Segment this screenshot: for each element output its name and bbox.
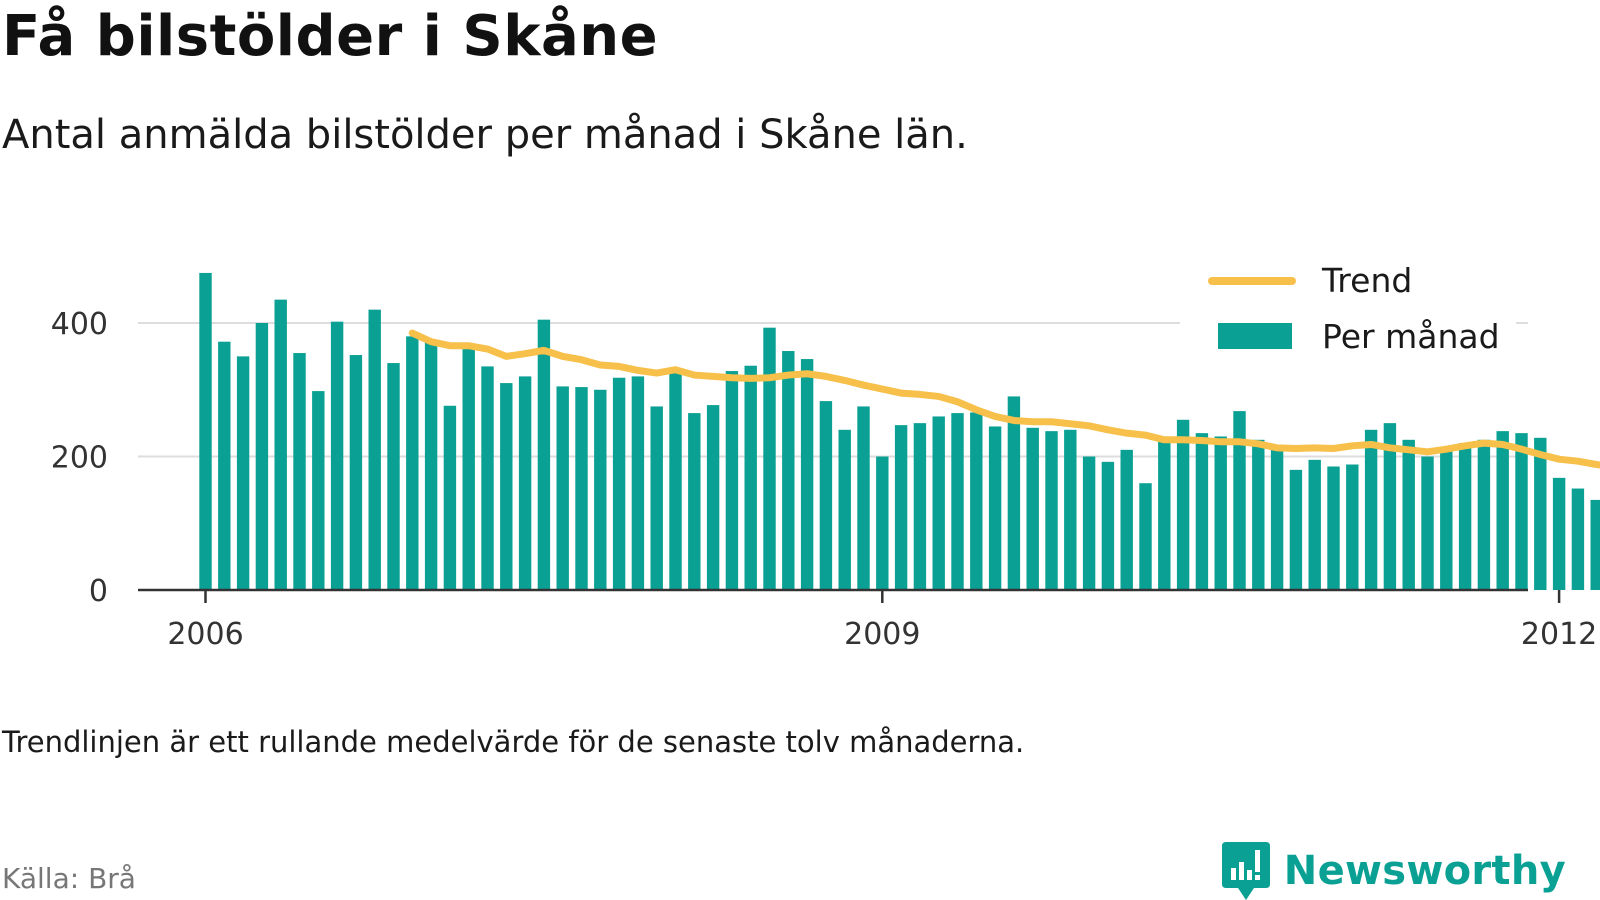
bar xyxy=(1214,436,1227,590)
bar xyxy=(575,387,588,590)
bar xyxy=(1082,456,1096,590)
bar xyxy=(819,401,833,590)
bar xyxy=(1120,449,1133,590)
bar xyxy=(368,309,381,590)
chart: 02004002006200920122015201820212023 Tren… xyxy=(51,258,1600,652)
bar xyxy=(744,365,757,590)
legend-bars-label: Per månad xyxy=(1322,317,1500,356)
y-tick-label: 0 xyxy=(89,574,108,609)
bar xyxy=(1007,396,1021,590)
bar xyxy=(1270,446,1284,590)
legend: Trend Per månad xyxy=(1180,258,1516,366)
bar xyxy=(1233,411,1246,590)
bar xyxy=(218,341,231,590)
bar xyxy=(631,376,645,590)
bar xyxy=(1515,433,1528,590)
bar xyxy=(669,373,682,590)
bar xyxy=(330,321,344,590)
bar xyxy=(763,327,776,590)
bar xyxy=(932,416,945,590)
bar xyxy=(500,383,513,590)
bar xyxy=(1440,446,1453,590)
newsworthy-logo-icon xyxy=(1221,842,1270,900)
page-title: Få bilstölder i Skåne xyxy=(2,4,659,69)
bar xyxy=(1289,469,1303,590)
bar xyxy=(1026,427,1039,590)
bar xyxy=(293,353,306,590)
bar xyxy=(612,377,626,590)
bar xyxy=(274,299,287,590)
brand-name: Newsworthy xyxy=(1283,848,1566,894)
bar xyxy=(1364,429,1378,590)
bar xyxy=(424,341,438,590)
bar xyxy=(518,376,532,590)
bars xyxy=(199,272,1600,591)
bar xyxy=(462,348,475,590)
bar xyxy=(650,406,663,590)
bar xyxy=(913,423,927,591)
x-tick-label: 2006 xyxy=(167,617,243,652)
bar xyxy=(1496,431,1509,590)
bar xyxy=(1045,431,1058,590)
bar xyxy=(406,336,419,590)
bar xyxy=(988,426,1002,590)
bar xyxy=(1477,439,1491,590)
bar xyxy=(349,355,363,590)
bar xyxy=(970,412,983,590)
bar xyxy=(800,359,814,590)
bar xyxy=(312,391,325,590)
y-tick-label: 400 xyxy=(51,307,108,342)
bar xyxy=(1308,459,1321,590)
bar xyxy=(1590,499,1600,590)
bar xyxy=(1402,439,1415,590)
bar xyxy=(1158,436,1171,590)
y-tick-label: 200 xyxy=(51,441,108,476)
x-tick-label: 2009 xyxy=(844,617,920,652)
bar xyxy=(1101,461,1115,590)
bar xyxy=(1064,429,1077,590)
bar xyxy=(387,363,400,590)
trend-line xyxy=(408,329,1600,469)
bar xyxy=(443,405,457,590)
bar xyxy=(1421,456,1434,590)
x-tick-label: 2012 xyxy=(1521,617,1597,652)
legend-bars-swatch xyxy=(1218,323,1292,349)
bar xyxy=(951,413,964,590)
bar xyxy=(255,323,269,590)
bar xyxy=(481,366,494,590)
bar xyxy=(1195,433,1209,590)
bar xyxy=(894,425,908,590)
bar xyxy=(857,406,870,590)
bar xyxy=(1327,466,1340,590)
axes: 02004002006200920122015201820212023 xyxy=(51,307,1598,652)
footnote: Trendlinjen är ett rullande medelvärde f… xyxy=(2,725,1025,759)
source-label: Källa: Brå xyxy=(2,862,136,895)
bar xyxy=(199,272,212,590)
bar xyxy=(1552,477,1566,590)
bar xyxy=(556,386,569,590)
bar xyxy=(782,351,795,590)
bar xyxy=(876,456,889,590)
brand: Newsworthy xyxy=(1221,842,1566,900)
bar xyxy=(594,389,607,590)
bar xyxy=(537,319,551,590)
bar xyxy=(1383,423,1397,591)
bar xyxy=(1346,464,1359,590)
bar xyxy=(1458,443,1472,590)
trend-line-layer xyxy=(408,329,1600,469)
bar xyxy=(1534,437,1547,590)
bar xyxy=(706,405,720,590)
bar xyxy=(1571,488,1585,590)
bar xyxy=(1252,439,1265,590)
page-subtitle: Antal anmälda bilstölder per månad i Skå… xyxy=(2,112,968,158)
bar xyxy=(838,429,851,590)
bar xyxy=(688,413,701,590)
bar xyxy=(725,371,739,590)
bar xyxy=(236,356,250,591)
bar xyxy=(1176,419,1190,590)
bar xyxy=(1139,483,1152,590)
legend-trend-label: Trend xyxy=(1321,261,1412,300)
